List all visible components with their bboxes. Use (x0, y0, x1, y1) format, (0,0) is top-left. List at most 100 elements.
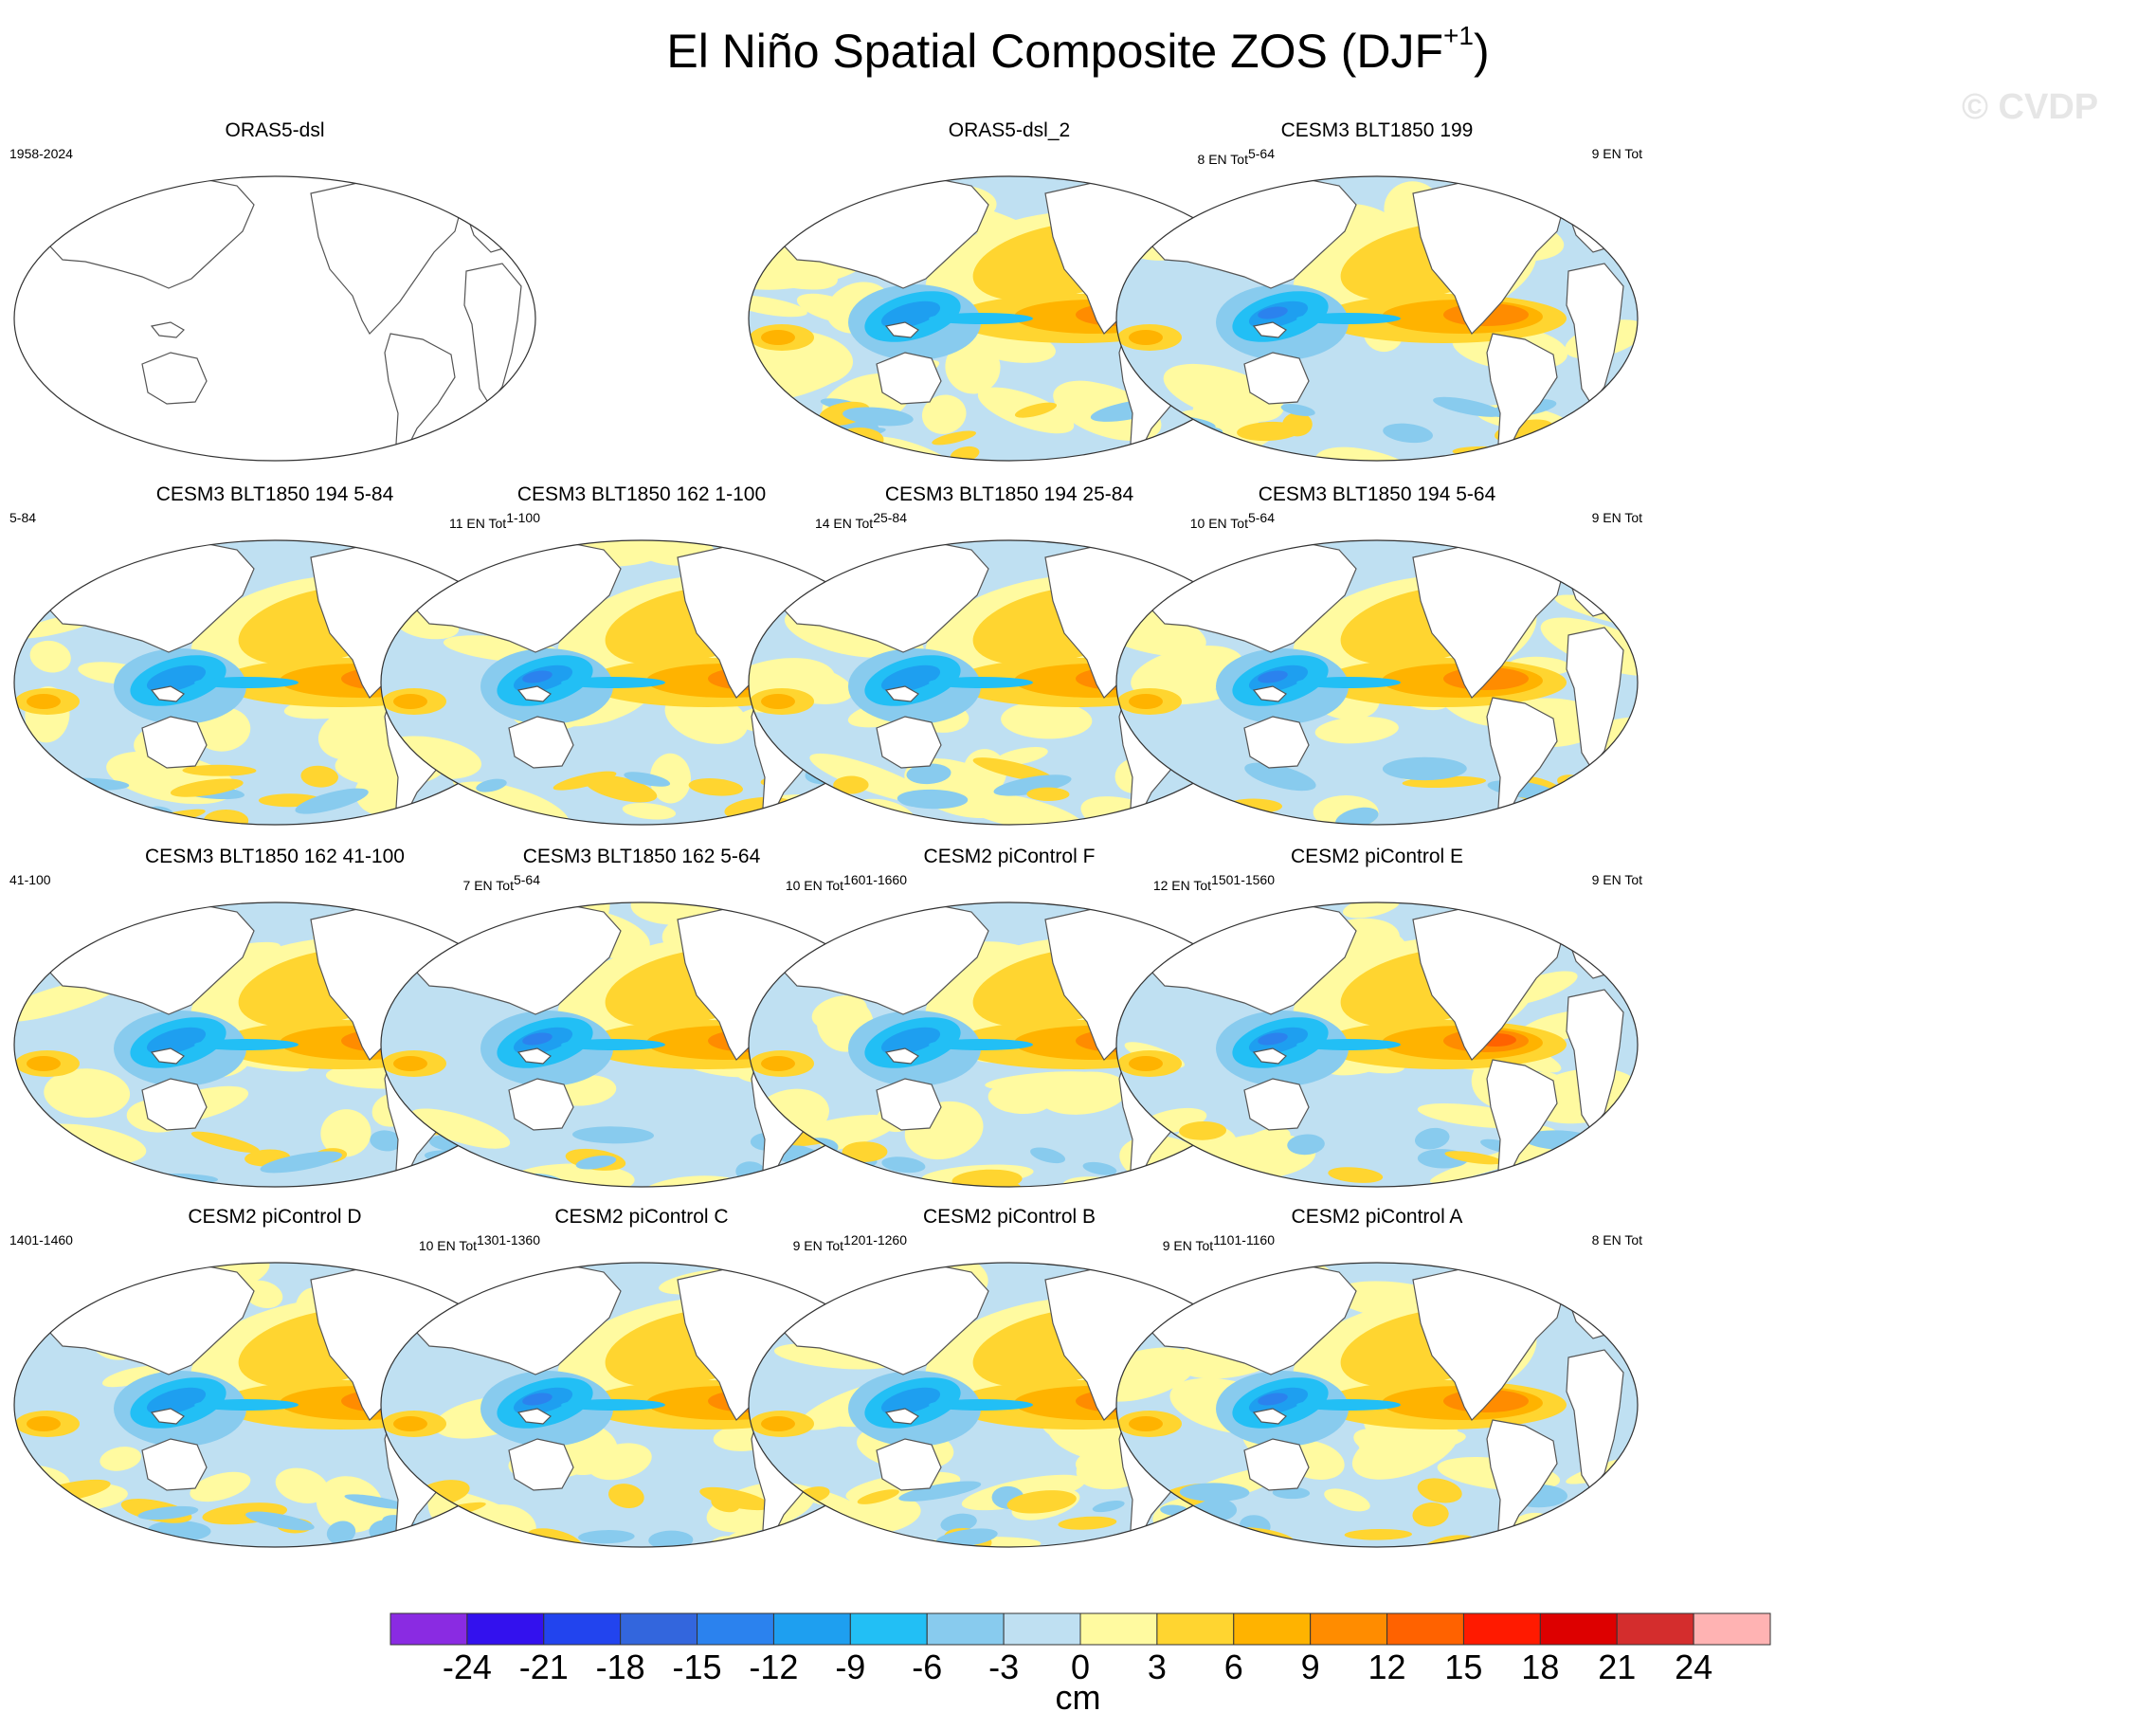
colorbar-tick-label: -15 (672, 1648, 722, 1686)
land-australia (508, 1438, 574, 1491)
land-indonesia (1252, 321, 1287, 338)
land-australia (876, 352, 942, 405)
anomaly-field (1116, 176, 1638, 461)
figure-title-close: ) (1473, 25, 1490, 78)
map-panel: CESM3 BLT1850 194 5-64 9 EN Tot (1112, 483, 1642, 853)
land-australia (1243, 716, 1310, 769)
land-antarctica (886, 1553, 1142, 1575)
panel-event-count: 9 EN Tot1201-1260 (793, 1232, 907, 1253)
land-antarctica (152, 1553, 408, 1575)
world-map (1115, 175, 1639, 462)
colorbar-tick-label: 9 (1300, 1648, 1320, 1686)
next-panel-years: 25-84 (873, 510, 907, 525)
land-australia (508, 1078, 574, 1131)
colorbar-tick-label: 18 (1521, 1648, 1560, 1686)
next-panel-years: 1-100 (506, 510, 540, 525)
land-indonesia (516, 1408, 552, 1425)
panel-event-count: 10 EN Tot1301-1360 (419, 1232, 540, 1253)
event-count-text: 9 EN Tot (1591, 146, 1642, 161)
map-border (1115, 1262, 1639, 1548)
continents (37, 176, 522, 452)
colorbar-swatch (772, 1612, 851, 1646)
anomaly-field (1116, 540, 1638, 825)
panel-event-count: 9 EN Tot (1592, 872, 1642, 887)
colorbar-swatch (697, 1612, 774, 1646)
panel-years-label: 41-100 (9, 872, 51, 887)
land-namerica (310, 181, 463, 335)
panel-event-count: 9 EN Tot (1592, 510, 1642, 525)
next-panel-years: 1201-1260 (843, 1232, 907, 1247)
land-australia (876, 716, 942, 769)
colorbar-swatch (1079, 1612, 1158, 1646)
next-panel-years: 1501-1560 (1211, 872, 1275, 887)
panel-event-count: 9 EN Tot (1592, 146, 1642, 161)
colorbar-tick-label: -6 (912, 1648, 943, 1686)
land-africa (463, 263, 522, 406)
panel-title: CESM3 BLT1850 194 5-84 (155, 483, 394, 505)
event-count-text: 9 EN Tot (792, 1238, 844, 1253)
event-count-text: 7 EN Tot (462, 878, 514, 893)
panel-title: CESM2 piControl A (1291, 1206, 1463, 1228)
colorbar-tick-label: 15 (1444, 1648, 1483, 1686)
colorbar-tick-label: -18 (595, 1648, 645, 1686)
land-antarctica (518, 1553, 774, 1575)
colorbar-swatch (926, 1612, 1005, 1646)
next-panel-years: 1101-1160 (1213, 1232, 1275, 1247)
colorbar-tick-label: -9 (835, 1648, 866, 1686)
colorbar-tick-label: 3 (1147, 1648, 1167, 1686)
colorbar-ticks: -24 -21 -18 -15 -12 -9 -6 -3 0 3 6 9 12 15 18 21 24 (0, 1648, 2156, 1686)
land-australia (876, 1438, 942, 1491)
panel-title: CESM2 piControl B (922, 1206, 1096, 1228)
figure-title-superscript: +1 (1443, 21, 1474, 50)
panel-title: CESM3 BLT1850 199 (1280, 119, 1474, 141)
event-count-text: 9 EN Tot (1591, 872, 1642, 887)
next-panel-years: 5-64 (1247, 146, 1275, 161)
panel-years-label: 1958-2024 (9, 146, 73, 161)
land-australia (508, 716, 574, 769)
map-panel: ORAS5-dsl 1958-2024 (9, 119, 540, 489)
event-count-text: 11 EN Tot (449, 516, 507, 531)
land-indonesia (884, 321, 919, 338)
land-greenland (1531, 176, 1579, 192)
land-eurasia (37, 176, 255, 289)
event-count-text: 9 EN Tot (1591, 510, 1642, 525)
panel-title: CESM3 BLT1850 194 25-84 (884, 483, 1134, 505)
colorbar-tick-label: -3 (988, 1648, 1020, 1686)
colorbar-swatch (1310, 1612, 1388, 1646)
next-panel-years: 5-64 (1247, 510, 1275, 525)
event-count-text: 10 EN Tot (418, 1238, 478, 1253)
world-map (1115, 1262, 1639, 1548)
colorbar-swatch (1539, 1612, 1618, 1646)
colorbar-swatch (543, 1612, 622, 1646)
next-panel-years: 1301-1360 (477, 1232, 540, 1247)
map-panel: CESM2 piControl A 8 EN Tot (1112, 1206, 1642, 1575)
colorbar-swatch (1156, 1612, 1235, 1646)
panel-event-count: 12 EN Tot1501-1560 (1153, 872, 1275, 893)
panel-event-count: 9 EN Tot1101-1160 (1163, 1232, 1275, 1253)
map-border (1115, 539, 1639, 826)
panel-event-count: 14 EN Tot25-84 (815, 510, 907, 531)
land-greenland (1531, 1263, 1579, 1279)
panel-event-count: 11 EN Tot1-100 (449, 510, 540, 531)
land-indonesia (884, 1047, 919, 1065)
map-panel: CESM3 BLT1850 199 9 EN Tot (1112, 119, 1642, 489)
land-indonesia (150, 685, 185, 702)
land-indonesia (516, 685, 552, 702)
colorbar-tick-label: 0 (1070, 1648, 1091, 1686)
figure-title-text: El Niño Spatial Composite ZOS (DJF (666, 25, 1444, 78)
world-map (1115, 539, 1639, 826)
panel-event-count: 7 EN Tot5-64 (463, 872, 540, 893)
panel-event-count: 8 EN Tot5-64 (1198, 146, 1275, 167)
world-map (1115, 901, 1639, 1188)
anomaly-field (1116, 1263, 1638, 1547)
land-indonesia (150, 1047, 185, 1065)
next-panel-years: 5-64 (513, 872, 540, 887)
land-indonesia (516, 1047, 552, 1065)
land-indonesia (884, 685, 919, 702)
panel-title: CESM2 piControl E (1290, 846, 1464, 867)
colorbar-tick-label: -21 (518, 1648, 569, 1686)
panel-title: CESM2 piControl C (554, 1206, 729, 1228)
event-count-text: 12 EN Tot (1152, 878, 1212, 893)
next-panel-years: 1601-1660 (843, 872, 907, 887)
colorbar-tick-label: -12 (749, 1648, 799, 1686)
